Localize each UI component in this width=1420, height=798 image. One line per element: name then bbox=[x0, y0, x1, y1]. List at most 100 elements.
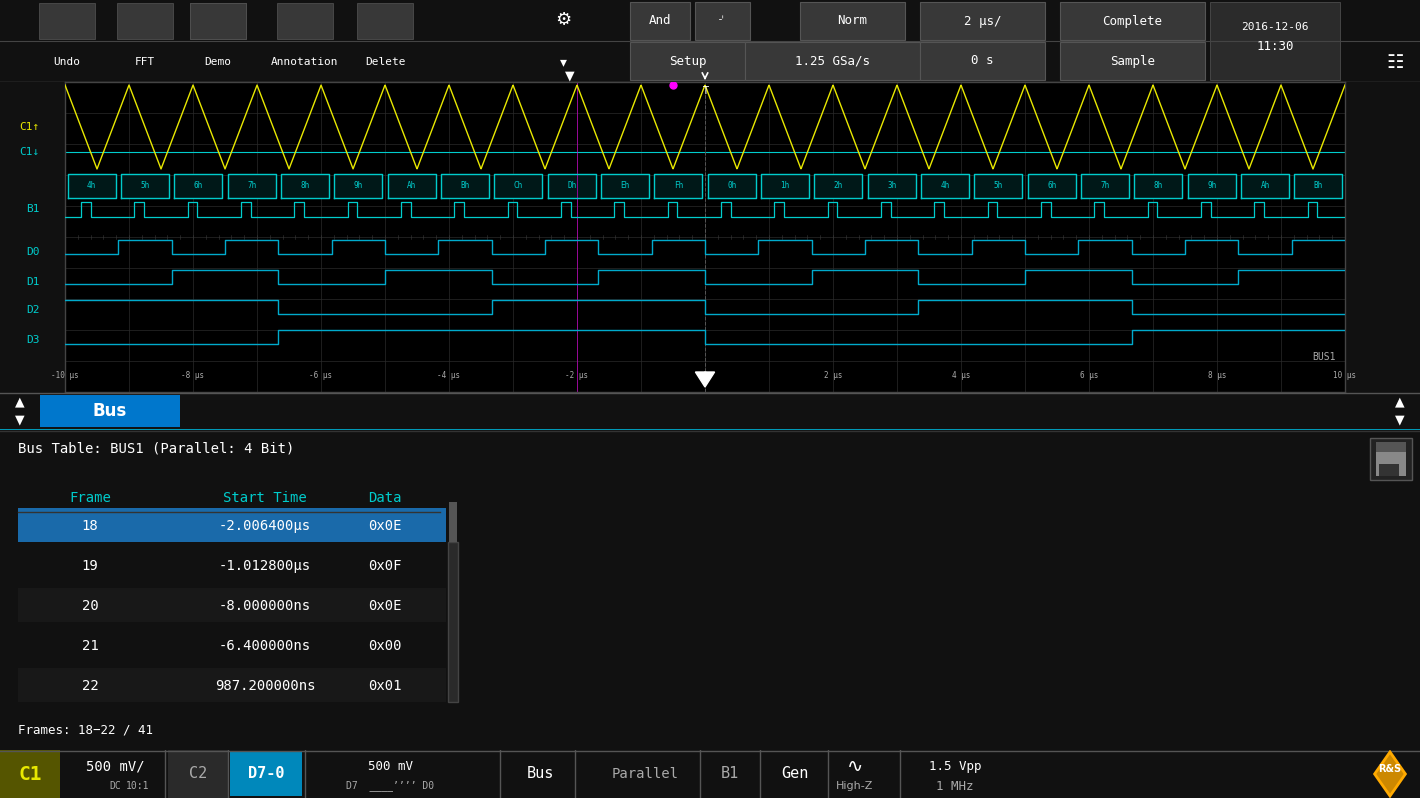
Text: C1↑: C1↑ bbox=[20, 122, 40, 132]
Text: 5h: 5h bbox=[141, 181, 149, 191]
Text: Ch: Ch bbox=[514, 181, 523, 191]
Text: ⚙: ⚙ bbox=[555, 11, 571, 29]
Text: -1.012800μs: -1.012800μs bbox=[219, 559, 311, 573]
Text: 1.25 GSa/s: 1.25 GSa/s bbox=[795, 54, 870, 68]
Bar bbox=[1059, 42, 1206, 80]
Text: 9h: 9h bbox=[354, 181, 364, 191]
Text: 18: 18 bbox=[81, 519, 98, 533]
Text: D7  ____’’’’ D0: D7 ____’’’’ D0 bbox=[346, 780, 435, 792]
Text: ▾: ▾ bbox=[559, 55, 567, 69]
Text: B1: B1 bbox=[721, 767, 740, 781]
Text: Frame: Frame bbox=[70, 491, 111, 505]
Text: 11:30: 11:30 bbox=[1257, 41, 1294, 53]
Text: -8 μs: -8 μs bbox=[182, 372, 204, 381]
Text: 4h: 4h bbox=[940, 181, 950, 191]
Text: Frames: 18−22 / 41: Frames: 18−22 / 41 bbox=[18, 724, 153, 737]
Bar bbox=[190, 3, 246, 39]
Text: ∿: ∿ bbox=[846, 757, 863, 776]
Text: 22: 22 bbox=[81, 679, 98, 693]
Bar bbox=[1376, 442, 1406, 452]
Bar bbox=[1379, 464, 1399, 476]
Text: 987.200000ns: 987.200000ns bbox=[214, 679, 315, 693]
Text: DC: DC bbox=[109, 781, 121, 791]
Text: 1 MHz: 1 MHz bbox=[936, 780, 974, 792]
Bar bbox=[630, 42, 746, 80]
Text: 0x0F: 0x0F bbox=[368, 559, 402, 573]
Text: -8.000000ns: -8.000000ns bbox=[219, 599, 311, 613]
Text: Setup: Setup bbox=[669, 54, 706, 68]
Text: 0: 0 bbox=[703, 372, 707, 381]
Text: R&S: R&S bbox=[1379, 764, 1402, 774]
Text: 7h: 7h bbox=[247, 181, 256, 191]
Text: ▼: ▼ bbox=[1396, 413, 1404, 426]
Bar bbox=[116, 3, 173, 39]
Text: ▲: ▲ bbox=[16, 396, 24, 409]
Bar bbox=[230, 752, 302, 796]
Text: And: And bbox=[649, 14, 672, 27]
Text: 0x0E: 0x0E bbox=[368, 519, 402, 533]
Text: 21: 21 bbox=[81, 639, 98, 653]
Text: Sample: Sample bbox=[1110, 54, 1154, 68]
Text: ☷: ☷ bbox=[1386, 53, 1404, 72]
Text: 0 s: 0 s bbox=[971, 54, 994, 68]
Text: FFT: FFT bbox=[135, 57, 155, 67]
Text: 2 μs: 2 μs bbox=[824, 372, 842, 381]
Text: 6h: 6h bbox=[193, 181, 203, 191]
Text: 0x01: 0x01 bbox=[368, 679, 402, 693]
Text: 0h: 0h bbox=[727, 181, 737, 191]
Text: Bus Table: BUS1 (Parallel: 4 Bit): Bus Table: BUS1 (Parallel: 4 Bit) bbox=[18, 441, 294, 455]
Bar bbox=[449, 502, 457, 542]
Text: 2 μs/: 2 μs/ bbox=[964, 14, 1001, 27]
Text: Bh: Bh bbox=[460, 181, 470, 191]
Text: 2016-12-06: 2016-12-06 bbox=[1241, 22, 1309, 32]
Text: Gen: Gen bbox=[781, 767, 808, 781]
Polygon shape bbox=[1375, 752, 1406, 796]
Text: Data: Data bbox=[368, 491, 402, 505]
Bar bbox=[447, 542, 459, 702]
Text: 8h: 8h bbox=[301, 181, 310, 191]
Text: 9h: 9h bbox=[1207, 181, 1217, 191]
Text: 7h: 7h bbox=[1100, 181, 1109, 191]
Text: ⌏: ⌏ bbox=[719, 14, 726, 27]
Text: -4 μs: -4 μs bbox=[437, 372, 460, 381]
Text: 8h: 8h bbox=[1153, 181, 1163, 191]
Text: Norm: Norm bbox=[838, 14, 868, 27]
Text: Bus: Bus bbox=[527, 767, 554, 781]
Text: 4h: 4h bbox=[87, 181, 97, 191]
Text: 1.5 Vpp: 1.5 Vpp bbox=[929, 760, 981, 773]
Text: 20: 20 bbox=[81, 599, 98, 613]
Bar bbox=[1376, 442, 1406, 476]
Text: Bh: Bh bbox=[1314, 181, 1323, 191]
Text: 1h: 1h bbox=[781, 181, 790, 191]
Text: Parallel: Parallel bbox=[612, 767, 679, 781]
Text: D0: D0 bbox=[27, 247, 40, 257]
Text: 6 μs: 6 μs bbox=[1079, 372, 1098, 381]
Text: -2 μs: -2 μs bbox=[565, 372, 588, 381]
Text: ▼: ▼ bbox=[16, 413, 24, 426]
Text: D7-0: D7-0 bbox=[247, 767, 284, 781]
Bar bbox=[920, 42, 1045, 80]
Bar bbox=[38, 3, 95, 39]
Text: C2: C2 bbox=[189, 767, 207, 781]
Bar bbox=[694, 2, 750, 40]
Bar bbox=[0, 750, 60, 798]
Text: 2h: 2h bbox=[834, 181, 843, 191]
Bar bbox=[40, 395, 180, 427]
Bar bbox=[190, 3, 246, 39]
Text: 3h: 3h bbox=[888, 181, 896, 191]
Bar bbox=[920, 2, 1045, 40]
Text: 0x0E: 0x0E bbox=[368, 599, 402, 613]
Text: 500 mV/: 500 mV/ bbox=[85, 760, 145, 774]
Bar bbox=[630, 2, 690, 40]
Text: C1: C1 bbox=[18, 764, 41, 784]
Text: 10 μs: 10 μs bbox=[1333, 372, 1356, 381]
Bar bbox=[1059, 2, 1206, 40]
Text: Annotation: Annotation bbox=[271, 57, 339, 67]
Text: T: T bbox=[701, 86, 709, 96]
Text: -6.400000ns: -6.400000ns bbox=[219, 639, 311, 653]
Bar bbox=[356, 3, 413, 39]
Text: D2: D2 bbox=[27, 305, 40, 315]
Text: D1: D1 bbox=[27, 277, 40, 287]
Bar bbox=[799, 2, 905, 40]
Text: ▲: ▲ bbox=[1396, 396, 1404, 409]
